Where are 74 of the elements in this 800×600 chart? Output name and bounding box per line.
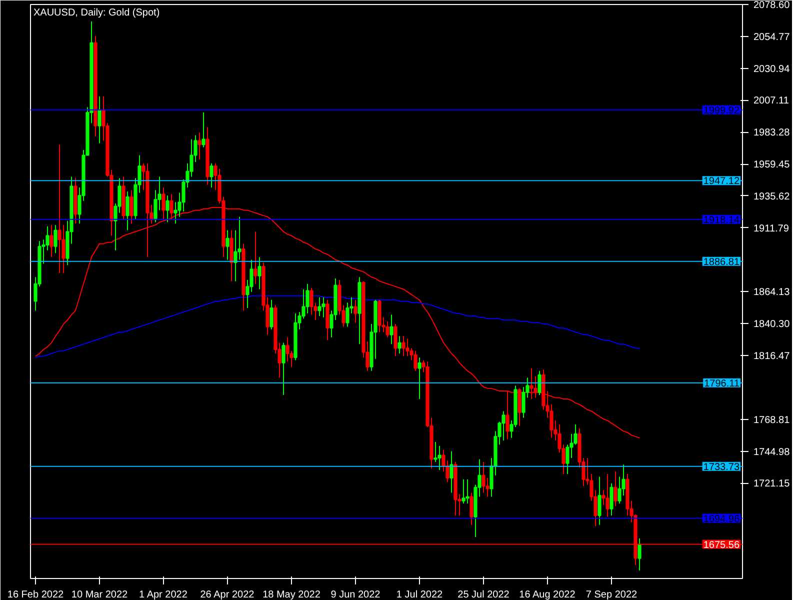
candlestick: [614, 470, 618, 507]
candlestick: [226, 230, 230, 260]
candlestick: [354, 299, 358, 324]
y-tick-label: 1840.30: [754, 319, 790, 330]
candlestick: [130, 190, 134, 224]
ref-line-label: 1694.96: [703, 514, 740, 525]
candlestick: [470, 492, 474, 526]
candlestick: [598, 476, 602, 526]
candlestick: [538, 370, 542, 396]
candlestick: [202, 112, 206, 148]
candlestick: [450, 450, 454, 494]
candlestick: [166, 194, 170, 223]
candlestick: [386, 320, 390, 338]
y-tick-label: 1935.62: [754, 191, 790, 202]
ref-line-label: 1918.14: [703, 214, 740, 226]
candlestick: [98, 96, 102, 144]
ref-line-label: 1675.56: [703, 540, 740, 551]
y-tick-label: 2007.11: [754, 96, 790, 107]
candlestick: [438, 445, 442, 471]
y-tick-label: 1864.13: [754, 287, 790, 298]
candlestick: [54, 224, 58, 254]
candlestick: [394, 324, 398, 357]
chart-title: XAUUSD, Daily: Gold (Spot): [34, 8, 160, 18]
x-tick-label: 16 Aug 2022: [519, 590, 576, 600]
candlestick: [58, 144, 62, 274]
candlestick: [318, 296, 322, 317]
ref-line-label: 1999.92: [703, 105, 740, 116]
candlestick: [414, 350, 418, 372]
y-tick-label: 1983.28: [754, 128, 790, 139]
candlestick: [606, 474, 610, 518]
candlestick: [610, 482, 614, 516]
candlestick: [466, 478, 470, 504]
candlestick: [518, 388, 522, 426]
candlestick: [390, 314, 394, 345]
candlestick: [270, 299, 274, 330]
x-tick-label: 10 Mar 2022: [71, 590, 128, 600]
y-tick-label: 1911.79: [754, 223, 790, 234]
ref-line-label: 1947.12: [703, 176, 740, 188]
candlestick: [210, 162, 214, 188]
y-tick-label: 1816.47: [754, 351, 790, 362]
x-tick-label: 7 Sep 2022: [586, 590, 638, 600]
candlestick: [406, 338, 410, 357]
candlestick: [398, 336, 402, 354]
candlestick: [198, 132, 202, 160]
ref-line-label: 1796.11: [704, 378, 740, 390]
candlestick: [418, 357, 422, 400]
candlestick: [462, 478, 466, 504]
x-tick-label: 18 May 2022: [262, 590, 321, 600]
y-tick-label: 1721.15: [754, 478, 790, 490]
ref-line-label: 1886.81: [703, 256, 740, 268]
y-tick-label: 2030.94: [754, 64, 790, 75]
candlestick: [254, 231, 258, 284]
candlestick: [282, 342, 286, 396]
candlestick: [322, 296, 326, 318]
candlestick: [482, 461, 486, 494]
x-tick-label: 16 Feb 2022: [7, 590, 64, 600]
candlestick: [126, 190, 130, 231]
y-tick-label: 2054.77: [754, 32, 790, 43]
x-tick-label: 9 Jun 2022: [330, 590, 381, 600]
candlestick: [50, 224, 54, 258]
candlestick: [638, 538, 642, 571]
candlestick: [502, 410, 506, 442]
x-tick-label: 25 Jul 2022: [458, 590, 510, 600]
ref-line-label: 1733.73: [703, 462, 740, 473]
y-tick-label: 1744.98: [754, 446, 790, 458]
x-tick-label: 1 Apr 2022: [139, 590, 188, 600]
candlestick: [258, 256, 262, 290]
x-tick-label: 1 Jul 2022: [396, 590, 444, 600]
y-tick-label: 1959.45: [754, 160, 790, 171]
candlestick: [402, 336, 406, 357]
candlestick: [530, 368, 534, 400]
y-tick-label: 2078.60: [754, 0, 790, 11]
x-tick-label: 26 Apr 2022: [200, 590, 255, 600]
y-tick-label: 1768.81: [754, 414, 790, 426]
